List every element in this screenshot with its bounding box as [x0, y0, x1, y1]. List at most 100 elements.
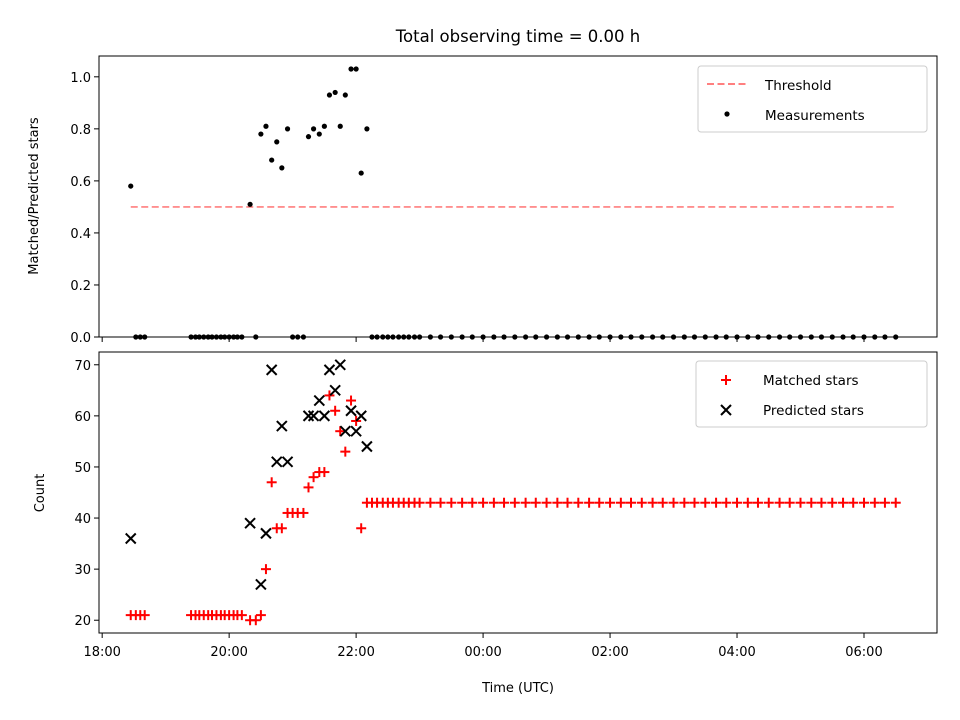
matched-star-point [848, 497, 859, 508]
predicted-star-point [125, 532, 137, 545]
bottom-legend-frame [695, 360, 928, 428]
matched-star-point [668, 497, 679, 508]
top-legend-frame [697, 65, 928, 133]
matched-star-point [276, 523, 287, 534]
matched-star-point [509, 497, 520, 508]
matched-star-point [351, 415, 362, 426]
predicted-star-point [302, 410, 315, 422]
matched-star-point [478, 497, 489, 508]
bottom-marks: 20 30 40 50 60 70 18:00 20:00 22:00 00:00 02:00 04:… [74, 359, 901, 660]
matched-star-point [562, 497, 573, 508]
matched-star-point [340, 446, 351, 457]
measurement-point [358, 170, 364, 176]
top-y-tick-label: 0.4 [70, 227, 91, 242]
x-tick-label: 22:00 [337, 645, 374, 660]
bottom-axes-frame [98, 351, 938, 634]
matched-star-point [816, 497, 827, 508]
matched-star-point [711, 497, 722, 508]
bottom-legend: Matched stars Predicted stars [695, 360, 928, 428]
x-tick-label: 06:00 [845, 645, 882, 660]
bottom-legend-predicted-swatch [720, 404, 732, 416]
matched-star-point [806, 497, 817, 508]
matched-star-point [250, 615, 261, 626]
predicted-star-point [323, 364, 336, 376]
measurement-point [263, 123, 269, 129]
matched-star-point [236, 610, 247, 621]
measurement-point [342, 92, 348, 98]
predicted-star-point [244, 517, 256, 529]
matched-star-point [346, 395, 357, 406]
bottom-y-axis-label: Count [33, 474, 48, 513]
measurement-point [348, 66, 354, 72]
top-y-tick-label: 1.0 [70, 71, 91, 86]
matched-star-point [446, 497, 457, 508]
top-y-tick-label: 0.2 [70, 279, 91, 294]
predicted-star-point [307, 410, 320, 422]
matched-star-point [879, 497, 890, 508]
x-tick-label: 20:00 [210, 645, 247, 660]
predicted-star-point [345, 405, 357, 417]
matched-star-point [335, 426, 346, 437]
predicted-star-point [361, 440, 373, 453]
matched-star-point [324, 390, 335, 401]
measurement-point [364, 126, 370, 132]
matched-star-point [732, 497, 743, 508]
top-chart-title: Total observing time = 0.00 h [395, 27, 640, 46]
x-tick-label: 00:00 [464, 645, 501, 660]
measurement-point [337, 123, 343, 129]
bottom-legend-matched-label: Matched stars [763, 373, 859, 389]
matched-star-point [435, 497, 446, 508]
matched-star-point [700, 497, 711, 508]
matched-star-point [721, 497, 732, 508]
matched-star-point [298, 507, 309, 518]
matched-star-point [520, 497, 531, 508]
matched-star-point [541, 497, 552, 508]
predicted-star-point [313, 394, 325, 407]
matched-star-point [636, 497, 647, 508]
matched-star-point [467, 497, 478, 508]
measurement-point [128, 183, 134, 189]
top-y-tick-label: 0.8 [70, 123, 91, 138]
x-tick-label: 02:00 [591, 645, 628, 660]
matched-star-point [139, 610, 150, 621]
x-tick-label: 04:00 [718, 645, 755, 660]
matched-star-point [266, 477, 277, 488]
matched-star-point [308, 472, 319, 483]
bottom-y-tick-label: 50 [74, 461, 91, 476]
top-legend-measurements-swatch [724, 111, 730, 117]
matched-star-point [657, 497, 668, 508]
top-axes-frame [98, 55, 938, 338]
matched-star-point [890, 497, 901, 508]
matched-star-point [784, 497, 795, 508]
matched-star-point [594, 497, 605, 508]
predicted-star-point [260, 527, 272, 540]
matched-star-point [647, 497, 658, 508]
top-y-tick-label: 0.6 [70, 175, 91, 190]
bottom-y-tick-label: 20 [74, 614, 91, 629]
x-axis-label: Time (UTC) [481, 681, 554, 696]
matched-star-point [303, 482, 314, 493]
matched-star-point [838, 497, 849, 508]
predicted-star-point [255, 578, 267, 591]
measurement-point [321, 123, 327, 129]
predicted-star-point [350, 425, 362, 437]
matched-star-point [679, 497, 690, 508]
matched-star-point [615, 497, 626, 508]
bottom-y-tick-label: 70 [74, 359, 91, 374]
matched-star-point [488, 497, 499, 508]
measurement-point [332, 89, 338, 96]
measurement-point [279, 165, 285, 171]
matched-star-point [530, 497, 541, 508]
predicted-star-point [334, 359, 346, 371]
matched-star-point [499, 497, 510, 508]
predicted-star-point [276, 420, 288, 432]
top-legend: Threshold Measurements [697, 65, 928, 133]
matched-star-point [414, 497, 425, 508]
bottom-legend-predicted-label: Predicted stars [763, 403, 864, 419]
measurement-point [284, 126, 291, 132]
matched-star-point [356, 523, 367, 534]
top-legend-threshold-label: Threshold [764, 78, 832, 94]
matched-star-point [742, 497, 753, 508]
measurement-point [258, 131, 264, 137]
